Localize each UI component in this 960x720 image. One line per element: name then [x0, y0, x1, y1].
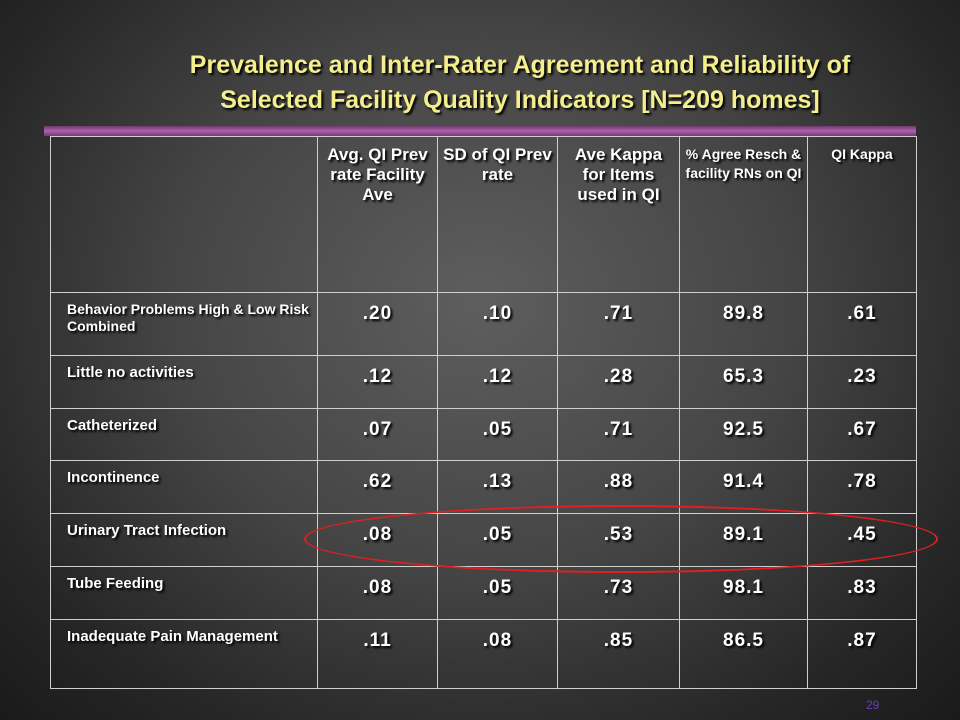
- table-row: Catheterized .07 .05 .71 92.5 .67: [50, 408, 917, 461]
- cell-value: .08: [437, 619, 558, 689]
- cell-value: 91.4: [679, 460, 808, 514]
- cell-value: .05: [437, 566, 558, 620]
- cell-value: .07: [317, 408, 438, 461]
- table-row: Incontinence .62 .13 .88 91.4 .78: [50, 460, 917, 514]
- title-line-2: Selected Facility Quality Indicators [N=…: [220, 86, 820, 114]
- cell-value: .53: [557, 513, 680, 567]
- cell-value: .12: [437, 355, 558, 409]
- table-row: Inadequate Pain Management .11 .08 .85 8…: [50, 619, 917, 689]
- cell-value: .08: [317, 513, 438, 567]
- cell-value: 89.8: [679, 292, 808, 356]
- cell-value: .12: [317, 355, 438, 409]
- slide-title: Prevalence and Inter-Rater Agreement and…: [60, 48, 960, 118]
- cell-value: .10: [437, 292, 558, 356]
- cell-value: .45: [807, 513, 917, 567]
- row-label: Catheterized: [50, 408, 318, 461]
- cell-value: .05: [437, 513, 558, 567]
- row-label: Inadequate Pain Management: [50, 619, 318, 689]
- cell-value: 92.5: [679, 408, 808, 461]
- header-row: Avg. QI Prev rate Facility Ave SD of QI …: [50, 136, 917, 293]
- header-avg-qi-prev-rate: Avg. QI Prev rate Facility Ave: [317, 136, 438, 293]
- cell-value: .67: [807, 408, 917, 461]
- cell-value: 89.1: [679, 513, 808, 567]
- title-divider: [44, 126, 916, 136]
- table-row: Tube Feeding .08 .05 .73 98.1 .83: [50, 566, 917, 620]
- cell-value: 98.1: [679, 566, 808, 620]
- table-row: Behavior Problems High & Low Risk Combin…: [50, 292, 917, 356]
- header-qi-kappa: QI Kappa: [807, 136, 917, 293]
- cell-value: .62: [317, 460, 438, 514]
- cell-value: .61: [807, 292, 917, 356]
- cell-value: .20: [317, 292, 438, 356]
- cell-value: .08: [317, 566, 438, 620]
- header-ave-kappa-items: Ave Kappa for Items used in QI: [557, 136, 680, 293]
- page-number: 29: [866, 698, 880, 712]
- cell-value: .71: [557, 292, 680, 356]
- row-label: Little no activities: [50, 355, 318, 409]
- header-sd-qi-prev-rate: SD of QI Prev rate: [437, 136, 558, 293]
- cell-value: .87: [807, 619, 917, 689]
- row-label: Behavior Problems High & Low Risk Combin…: [50, 292, 318, 356]
- cell-value: .28: [557, 355, 680, 409]
- row-label: Tube Feeding: [50, 566, 318, 620]
- cell-value: .05: [437, 408, 558, 461]
- header-percent-agree: % Agree Resch & facility RNs on QI: [679, 136, 808, 293]
- cell-value: .83: [807, 566, 917, 620]
- title-line-1: Prevalence and Inter-Rater Agreement and…: [189, 51, 851, 79]
- cell-value: .85: [557, 619, 680, 689]
- cell-value: .78: [807, 460, 917, 514]
- row-label: Incontinence: [50, 460, 318, 514]
- quality-indicator-table: Avg. QI Prev rate Facility Ave SD of QI …: [50, 136, 917, 689]
- cell-value: .71: [557, 408, 680, 461]
- row-label: Urinary Tract Infection: [50, 513, 318, 567]
- table-row: Urinary Tract Infection .08 .05 .53 89.1…: [50, 513, 917, 567]
- cell-value: .11: [317, 619, 438, 689]
- header-blank: [50, 136, 318, 293]
- cell-value: 65.3: [679, 355, 808, 409]
- cell-value: 86.5: [679, 619, 808, 689]
- cell-value: .88: [557, 460, 680, 514]
- table-row: Little no activities .12 .12 .28 65.3 .2…: [50, 355, 917, 409]
- cell-value: .73: [557, 566, 680, 620]
- cell-value: .23: [807, 355, 917, 409]
- cell-value: .13: [437, 460, 558, 514]
